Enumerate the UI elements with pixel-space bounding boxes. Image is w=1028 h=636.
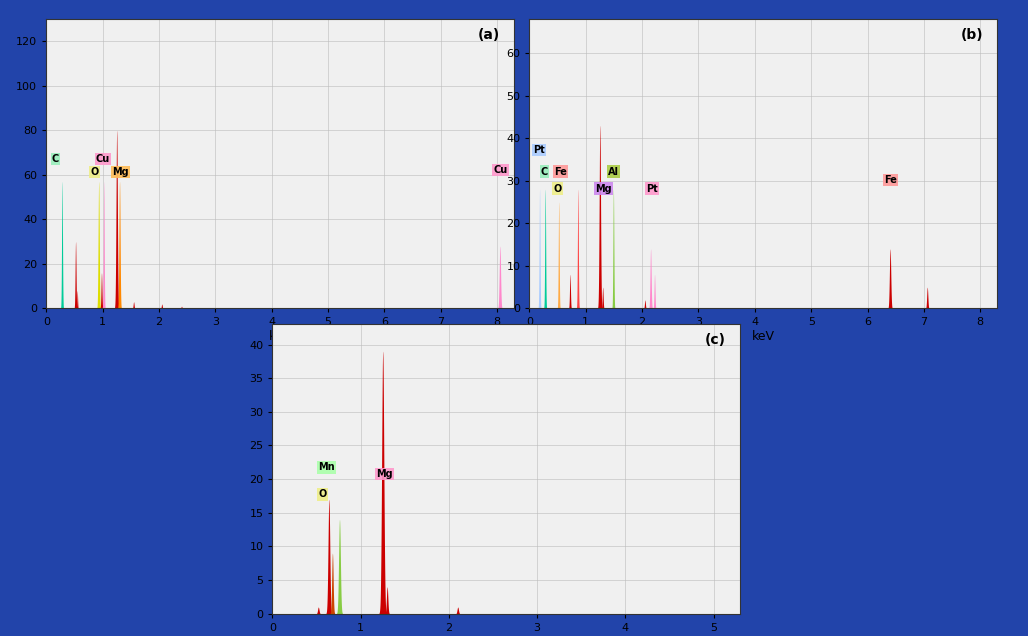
Text: (a): (a) — [478, 28, 500, 42]
X-axis label: keV: keV — [751, 330, 775, 343]
Text: Mg: Mg — [376, 469, 393, 479]
Text: C: C — [51, 154, 60, 163]
X-axis label: keV: keV — [268, 330, 292, 343]
Text: Cu: Cu — [493, 165, 508, 175]
Text: Mn: Mn — [319, 462, 335, 473]
Text: Mg: Mg — [112, 167, 128, 177]
Text: Al: Al — [609, 167, 619, 177]
Text: Pt: Pt — [533, 145, 545, 155]
Text: (b): (b) — [960, 28, 983, 42]
Text: Fe: Fe — [554, 167, 567, 177]
Text: (c): (c) — [705, 333, 726, 347]
Text: Cu: Cu — [96, 154, 110, 163]
Text: C: C — [541, 167, 548, 177]
Text: O: O — [319, 489, 327, 499]
Text: O: O — [554, 184, 562, 193]
Text: Fe: Fe — [884, 175, 897, 185]
Text: Pt: Pt — [646, 184, 658, 193]
Text: O: O — [90, 167, 99, 177]
Text: Mg: Mg — [595, 184, 612, 193]
